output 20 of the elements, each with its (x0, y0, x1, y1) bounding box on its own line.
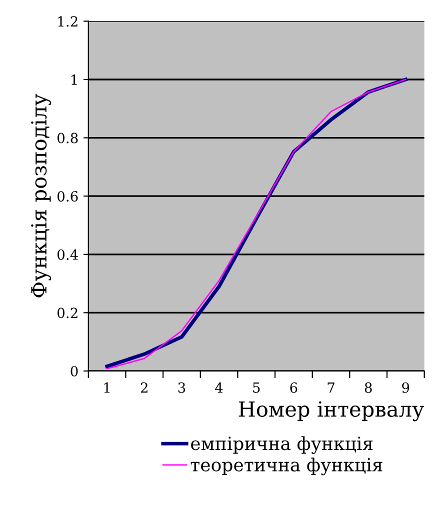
x-tick-label: 9 (402, 382, 410, 393)
y-tick-label: 1.2 (58, 16, 78, 27)
y-tick-label: 0.4 (58, 249, 78, 260)
x-tick-label: 7 (328, 382, 334, 393)
y-tick-label: 1 (72, 74, 77, 85)
x-tick-label: 3 (178, 382, 186, 393)
y-tick-label: 0.2 (58, 308, 78, 318)
x-tick-label: 8 (364, 382, 372, 393)
y-tick-label: 0.6 (58, 191, 78, 202)
legend-label: теоретична функція (190, 458, 382, 476)
x-axis-title: Номер інтервалу (238, 401, 424, 422)
x-tick-label: 1 (104, 382, 110, 393)
y-tick-label: 0.8 (58, 132, 78, 144)
x-tick-label: 6 (290, 382, 298, 393)
x-tick-label: 2 (140, 382, 148, 393)
x-tick-label: 5 (253, 382, 260, 393)
y-axis-title: Функція розподілу (31, 94, 52, 298)
legend-label: емпірична функція (191, 436, 373, 454)
y-tick-label: 0 (70, 366, 78, 376)
x-tick-label: 4 (215, 382, 223, 393)
